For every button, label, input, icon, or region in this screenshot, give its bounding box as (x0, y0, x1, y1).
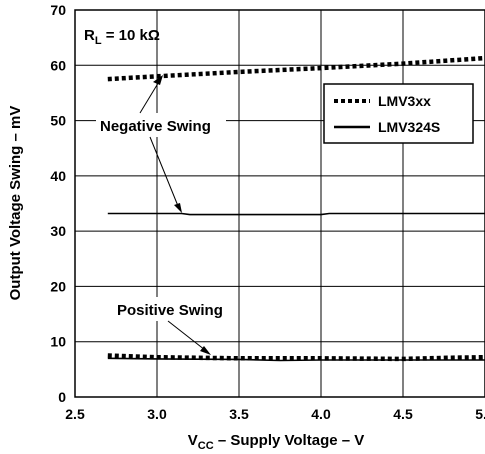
x-axis-label: VCC – Supply Voltage – V (188, 432, 365, 452)
y-tick-label: 30 (50, 223, 66, 239)
x-tick-label: 4.0 (311, 406, 331, 422)
y-tick-label: 0 (58, 389, 66, 405)
x-tick-label: 3.0 (147, 406, 167, 422)
positive-swing-arrow (200, 346, 211, 355)
y-tick-label: 60 (50, 57, 66, 73)
y-tick-label: 20 (50, 278, 66, 294)
legend-box (323, 83, 474, 144)
positive-swing-leader (167, 320, 206, 351)
y-tick-label: 10 (50, 334, 66, 350)
x-tick-label: 4.5 (393, 406, 413, 422)
y-axis-label: Output Voltage Swing – mV (7, 106, 24, 301)
y-tick-labels: 0 10 20 30 40 50 60 70 (50, 2, 66, 405)
plot-frame (74, 9, 485, 398)
x-tick-label: 2.5 (65, 406, 85, 422)
x-tick-label: 5.0 (475, 406, 485, 422)
y-tick-label: 70 (50, 2, 66, 18)
negative-swing-arrow-1 (153, 75, 163, 85)
series-line-lmv324s-negative (107, 212, 485, 216)
grid (75, 10, 485, 397)
x-tick-labels: 2.5 3.0 3.5 4.0 4.5 5.0 (65, 406, 485, 422)
y-tick-label: 40 (50, 168, 66, 184)
negative-swing-leader-dotted (139, 79, 161, 114)
series-line-lmv324s-positive (107, 357, 485, 362)
series-layer (107, 55, 485, 362)
series-line-lmv3xx-negative (107, 55, 485, 82)
positive-swing-label-bg (112, 297, 238, 321)
positive-swing-label: Positive Swing (117, 302, 223, 319)
legend-label-lmv324s: LMV324S (378, 119, 440, 135)
negative-swing-leader-solid (149, 136, 179, 207)
negative-swing-label-bg (96, 113, 226, 137)
y-tick-label: 50 (50, 113, 66, 129)
negative-swing-arrow-2 (174, 203, 182, 213)
legend-label-lmv3xx: LMV3xx (378, 93, 431, 109)
load-condition-label: RL = 10 kΩ (84, 27, 160, 47)
x-tick-label: 3.5 (229, 406, 249, 422)
series-line-lmv3xx-positive (107, 353, 485, 362)
negative-swing-label: Negative Swing (100, 118, 211, 135)
